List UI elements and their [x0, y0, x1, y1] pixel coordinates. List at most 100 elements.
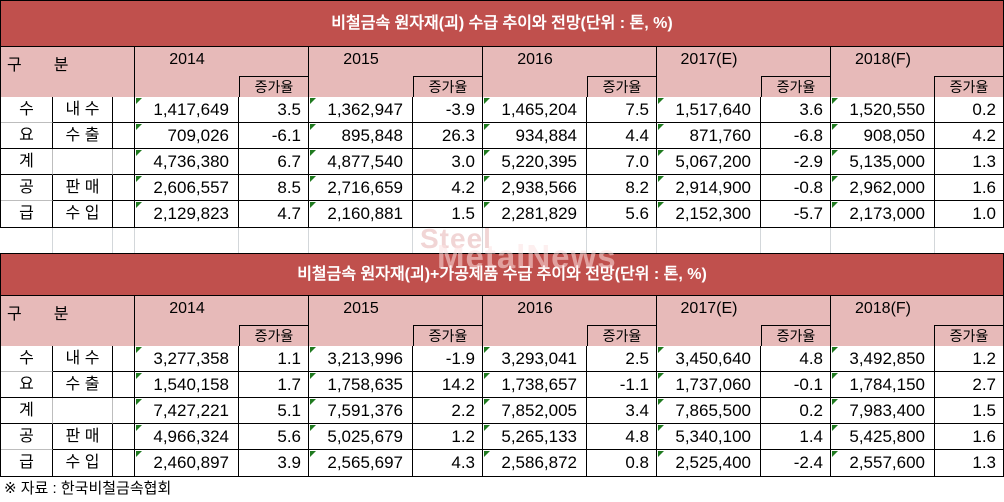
- value-cell: 5,265,133: [483, 424, 587, 450]
- green-triangle-icon: [310, 150, 316, 156]
- growth-rate-header: 증가율: [239, 76, 308, 97]
- value-text: 3,293,041: [501, 349, 577, 368]
- value-text: 1,784,150: [849, 375, 925, 394]
- green-triangle-icon: [658, 202, 664, 208]
- value-text: 5,067,200: [675, 152, 751, 171]
- value-text: 2,152,300: [675, 204, 751, 223]
- growth-rate-cell: 3.0: [413, 149, 483, 175]
- value-cell: 1,520,550: [831, 97, 935, 123]
- growth-rate-cell: 1.1: [239, 346, 309, 372]
- category-cell: 수: [1, 346, 53, 372]
- table-header: 구 분 2014 증가율 2015 증가율 2016 증가율 2017(E) 증가율 2018(…: [1, 47, 1003, 97]
- year-header-cell: 2018(F) 증가율: [831, 47, 1003, 97]
- growth-rate-cell: 4.7: [239, 201, 309, 227]
- year-label: 2016: [517, 300, 553, 317]
- year-header-cell: 2016 증가율: [483, 296, 657, 346]
- value-cell: 934,884: [483, 123, 587, 149]
- value-cell: 1,465,204: [483, 97, 587, 123]
- gridline: [112, 228, 113, 253]
- gridline: [482, 228, 483, 253]
- value-cell: 7,983,400: [831, 398, 935, 424]
- value-text: 5,220,395: [501, 152, 577, 171]
- growth-rate-cell: 4.4: [587, 123, 657, 149]
- value-text: 4,966,324: [153, 427, 229, 446]
- value-cell: 2,962,000: [831, 175, 935, 201]
- table-row: 계 4,736,380 6.7 4,877,540 3.0 5,220,395 7.0 5,0…: [1, 149, 1003, 175]
- value-cell: 895,848: [309, 123, 413, 149]
- green-triangle-icon: [310, 347, 316, 353]
- category-cell: 급: [1, 450, 53, 476]
- category-cell: 계: [1, 398, 53, 424]
- value-text: 1,517,640: [675, 100, 751, 119]
- growth-rate-header: 증가율: [413, 76, 482, 97]
- growth-rate-cell: 5.1: [239, 398, 309, 424]
- value-cell: 709,026: [135, 123, 239, 149]
- category-cell: 계: [1, 149, 53, 175]
- year-header-cell: 2015 증가율: [309, 47, 483, 97]
- table-title: 비철금속 원자재(괴)+가공제품 수급 추이와 전망(단위 : 톤, %): [1, 254, 1003, 296]
- growth-rate-cell: 26.3: [413, 123, 483, 149]
- gridline: [134, 228, 135, 253]
- spacer-cell: [113, 424, 135, 450]
- growth-rate-cell: 3.4: [587, 398, 657, 424]
- year-header-cell: 2017(E) 증가율: [657, 47, 831, 97]
- growth-rate-cell: -1.9: [413, 346, 483, 372]
- value-text: 4,877,540: [327, 152, 403, 171]
- spacer-cell: [113, 97, 135, 123]
- value-cell: 2,460,897: [135, 450, 239, 476]
- value-text: 2,160,881: [327, 204, 403, 223]
- value-cell: 908,050: [831, 123, 935, 149]
- growth-rate-cell: 3.9: [239, 450, 309, 476]
- value-cell: 7,591,376: [309, 398, 413, 424]
- year-header-cell: 2017(E) 증가율: [657, 296, 831, 346]
- value-cell: 871,760: [657, 123, 761, 149]
- value-cell: 3,293,041: [483, 346, 587, 372]
- value-text: 2,586,872: [501, 453, 577, 472]
- growth-rate-cell: 1.7: [239, 372, 309, 398]
- value-cell: 2,152,300: [657, 201, 761, 227]
- growth-rate-cell: -2.4: [761, 450, 831, 476]
- green-triangle-icon: [136, 98, 142, 104]
- gridline: [586, 228, 587, 253]
- value-text: 1,540,158: [153, 375, 229, 394]
- category-cell: 급: [1, 201, 53, 227]
- year-label: 2017(E): [680, 51, 738, 68]
- green-triangle-icon: [832, 124, 838, 130]
- growth-rate-cell: 4.2: [413, 175, 483, 201]
- year-label: 2018(F): [854, 300, 912, 317]
- year-label: 2017(E): [680, 300, 738, 317]
- value-text: 5,425,800: [849, 427, 925, 446]
- spreadsheet-gap-row: [0, 228, 1004, 253]
- value-text: 709,026: [167, 126, 229, 145]
- green-triangle-icon: [484, 373, 490, 379]
- item-cell: 수 출: [53, 123, 113, 149]
- value-text: 2,129,823: [153, 204, 229, 223]
- value-text: 7,865,500: [675, 401, 751, 420]
- green-triangle-icon: [310, 425, 316, 431]
- growth-rate-cell: 4.8: [587, 424, 657, 450]
- category-cell: 공: [1, 424, 53, 450]
- green-triangle-icon: [484, 202, 490, 208]
- spacer-cell: [113, 450, 135, 476]
- growth-rate-cell: -0.1: [761, 372, 831, 398]
- green-triangle-icon: [658, 98, 664, 104]
- green-triangle-icon: [136, 176, 142, 182]
- category-cell: 요: [1, 123, 53, 149]
- value-cell: 4,736,380: [135, 149, 239, 175]
- green-triangle-icon: [136, 150, 142, 156]
- category-cell: 수: [1, 97, 53, 123]
- value-cell: 1,362,947: [309, 97, 413, 123]
- growth-rate-cell: 1.0: [972, 204, 996, 223]
- ingot-plus-products-supply-demand-table: 비철금속 원자재(괴)+가공제품 수급 추이와 전망(단위 : 톤, %) 구 …: [0, 253, 1004, 477]
- year-label: 2016: [517, 51, 553, 68]
- green-triangle-icon: [484, 425, 490, 431]
- value-cell: 2,173,000: [831, 201, 935, 227]
- value-text: 3,450,640: [675, 349, 751, 368]
- green-triangle-icon: [832, 98, 838, 104]
- value-cell: 3,277,358: [135, 346, 239, 372]
